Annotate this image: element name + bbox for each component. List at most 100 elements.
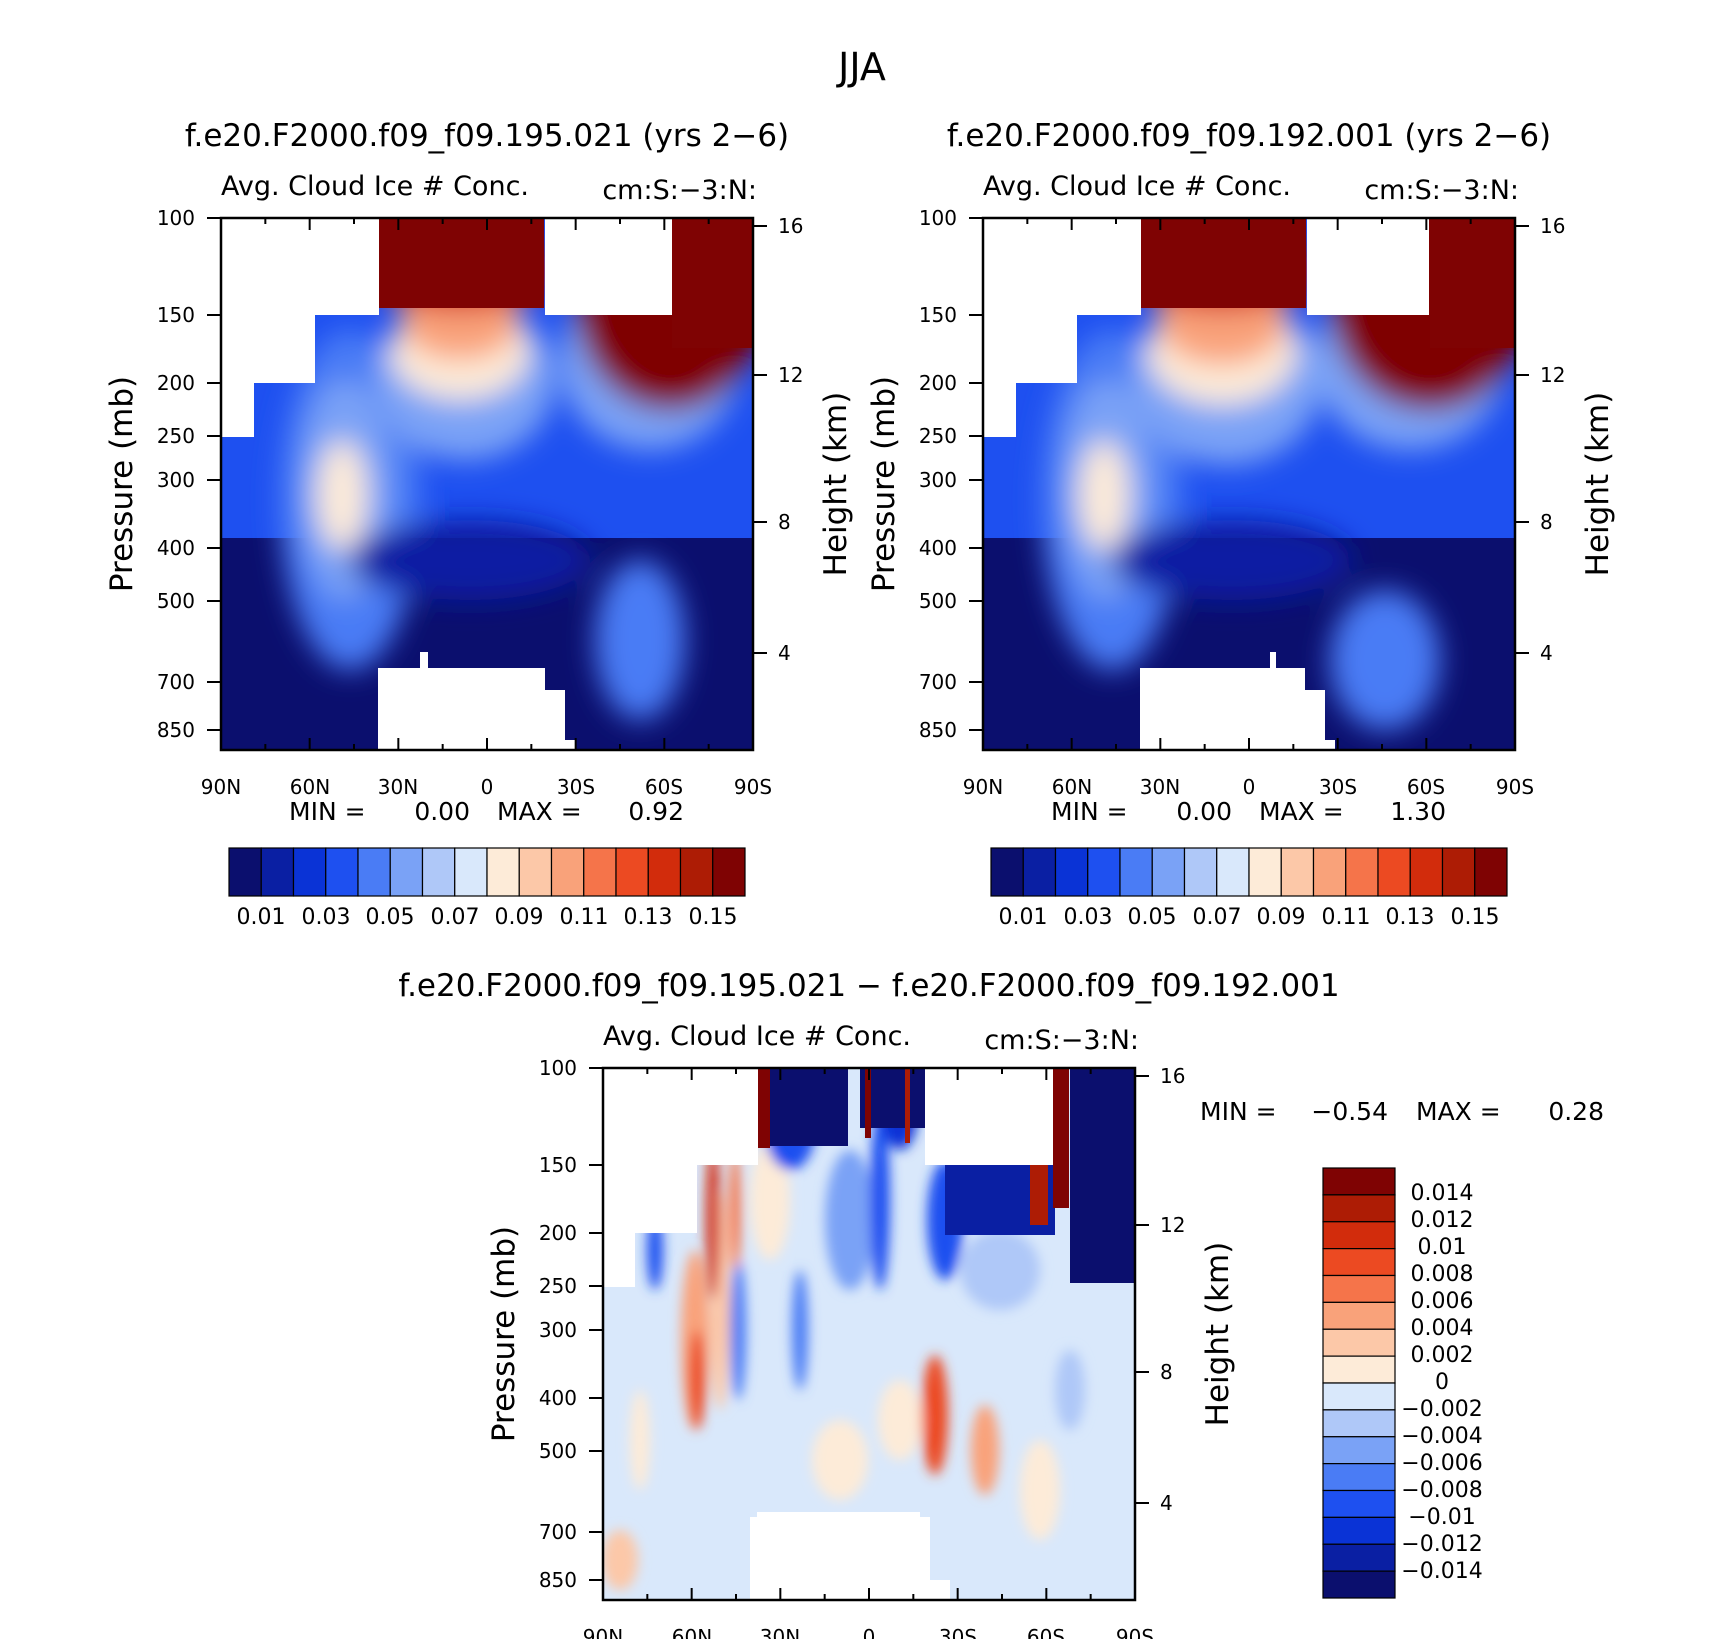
colorbar-swatch xyxy=(486,847,520,897)
y-right-tick-label: 12 xyxy=(1160,1213,1185,1237)
colorbar-swatch xyxy=(1151,847,1186,897)
colorbar-swatch xyxy=(1409,847,1444,897)
panel-3-topo-mask xyxy=(750,1512,950,1600)
colorbar-swatch xyxy=(454,847,488,897)
y-right-tick-label: 16 xyxy=(1540,214,1565,238)
panel-3-blob xyxy=(971,1405,999,1495)
panel-3-units: cm:S:−3:N: xyxy=(984,1025,1139,1056)
panel-3-blob xyxy=(689,1330,705,1430)
panel-3-ylabel-right: Height (km) xyxy=(1200,1242,1236,1427)
panel-3-subtitle: Avg. Cloud Ice # Conc. xyxy=(603,1021,911,1052)
figure-title: JJA xyxy=(836,45,886,89)
colorbar-label: 0.13 xyxy=(1386,905,1435,930)
colorbar-swatch xyxy=(1474,847,1508,897)
panel-1-colorbar xyxy=(228,847,746,897)
colorbar-swatch xyxy=(292,847,327,897)
max-label: MAX = xyxy=(1416,1097,1501,1126)
colorbar-label: 0.13 xyxy=(624,905,673,930)
colorbar-label: 0.07 xyxy=(431,905,480,930)
colorbar-swatch xyxy=(1322,1436,1396,1465)
colorbar-swatch xyxy=(357,847,391,897)
panel-3-blob xyxy=(630,1390,650,1490)
min-value: 0.00 xyxy=(414,797,470,826)
panel-3-mask xyxy=(603,1068,758,1287)
panel-1-yticks: 100 150 200 250 300 400 500 700 850 xyxy=(157,206,195,742)
colorbar-label: −0.012 xyxy=(1401,1532,1482,1557)
colorbar-swatch xyxy=(1183,847,1218,897)
colorbar-swatch xyxy=(1345,847,1379,897)
panel-3-top-red xyxy=(905,1068,910,1143)
colorbar-swatch xyxy=(1216,847,1250,897)
colorbar-swatch xyxy=(1322,1543,1396,1572)
colorbar-swatch xyxy=(1280,847,1315,897)
x-tick-label: 90S xyxy=(1496,775,1534,799)
y-tick-label: 200 xyxy=(539,1221,577,1245)
x-tick-label: 90N xyxy=(963,775,1003,799)
colorbar-swatch xyxy=(1322,1409,1396,1438)
panel-2-stats: MIN = 0.00 MAX = 1.30 xyxy=(1051,797,1446,826)
x-tick-label: 60N xyxy=(290,775,330,799)
min-label: MIN = xyxy=(1200,1097,1277,1126)
colorbar-label: 0.09 xyxy=(1257,905,1306,930)
panel-1-ylabel-right: Height (km) xyxy=(818,392,854,577)
colorbar-label: 0.11 xyxy=(560,905,609,930)
colorbar-swatch xyxy=(712,847,746,897)
panel-2-xticks: 90N 60N 30N 0 30S 60S 90S xyxy=(963,775,1534,799)
panel-1-xticks: 90N 60N 30N 0 30S 60S 90S xyxy=(201,775,772,799)
y-tick-label: 300 xyxy=(157,468,195,492)
panel-2-topo-mask xyxy=(1140,652,1335,750)
panel-1-ylabel: Pressure (mb) xyxy=(104,376,140,592)
x-tick-label: 60S xyxy=(645,775,683,799)
panel-2-mask xyxy=(983,218,1141,437)
panel-3-blob xyxy=(1055,1350,1085,1430)
colorbar-swatch xyxy=(1441,847,1476,897)
y-tick-label: 400 xyxy=(157,536,195,560)
y-tick-label: 150 xyxy=(157,303,195,327)
x-tick-label: 90S xyxy=(1116,1625,1154,1639)
colorbar-label: 0.002 xyxy=(1411,1343,1474,1368)
y-tick-label: 850 xyxy=(919,718,957,742)
colorbar-label: 0.11 xyxy=(1322,905,1371,930)
colorbar-label: 0.15 xyxy=(1451,905,1500,930)
panel-2-yticks-right: 16 12 8 4 xyxy=(1540,214,1565,665)
panel-2-units: cm:S:−3:N: xyxy=(1364,175,1519,206)
y-tick-label: 100 xyxy=(539,1056,577,1080)
colorbar-swatch xyxy=(990,847,1024,897)
colorbar-swatch xyxy=(1054,847,1089,897)
colorbar-swatch xyxy=(1322,1167,1396,1196)
colorbar-swatch xyxy=(1322,1489,1396,1518)
panel-3-blob xyxy=(960,1230,1040,1310)
y-tick-label: 500 xyxy=(157,589,195,613)
colorbar-label: 0.01 xyxy=(1418,1235,1467,1260)
panel-3-ylabel: Pressure (mb) xyxy=(486,1226,522,1442)
x-tick-label: 30S xyxy=(939,1625,977,1639)
panel-3-title: f.e20.F2000.f09_f09.195.021 − f.e20.F200… xyxy=(398,968,1339,1004)
x-tick-label: 60N xyxy=(672,1625,712,1639)
y-tick-label: 850 xyxy=(539,1568,577,1592)
y-tick-label: 700 xyxy=(157,670,195,694)
panel-3-blob xyxy=(922,1355,948,1475)
tick-marks xyxy=(589,1067,1149,1600)
colorbar-label: −0.01 xyxy=(1408,1505,1475,1530)
x-tick-label: 30S xyxy=(557,775,595,799)
panel-2-top-red xyxy=(1430,218,1515,348)
panel-1-mask xyxy=(221,218,379,437)
colorbar-swatch xyxy=(1322,1274,1396,1303)
colorbar-label: −0.008 xyxy=(1401,1478,1482,1503)
y-tick-label: 150 xyxy=(539,1153,577,1177)
panel-3-yticks: 100 150 200 250 300 400 500 700 850 xyxy=(539,1056,577,1592)
colorbar-swatch xyxy=(1322,1194,1396,1223)
colorbar-swatch xyxy=(1377,847,1411,897)
panel-3-blob xyxy=(729,1150,741,1270)
panel-3-blob xyxy=(1020,1440,1060,1540)
x-tick-label: 60S xyxy=(1407,775,1445,799)
colorbar-label: −0.014 xyxy=(1401,1559,1482,1584)
panel-3-field xyxy=(603,1068,1135,1600)
y-right-tick-label: 12 xyxy=(1540,363,1565,387)
panel-3-colorbar xyxy=(1322,1167,1396,1599)
y-tick-label: 400 xyxy=(919,536,957,560)
colorbar-swatch xyxy=(421,847,456,897)
colorbar-label: 0.15 xyxy=(689,905,738,930)
panel-3-blob xyxy=(750,1140,790,1260)
